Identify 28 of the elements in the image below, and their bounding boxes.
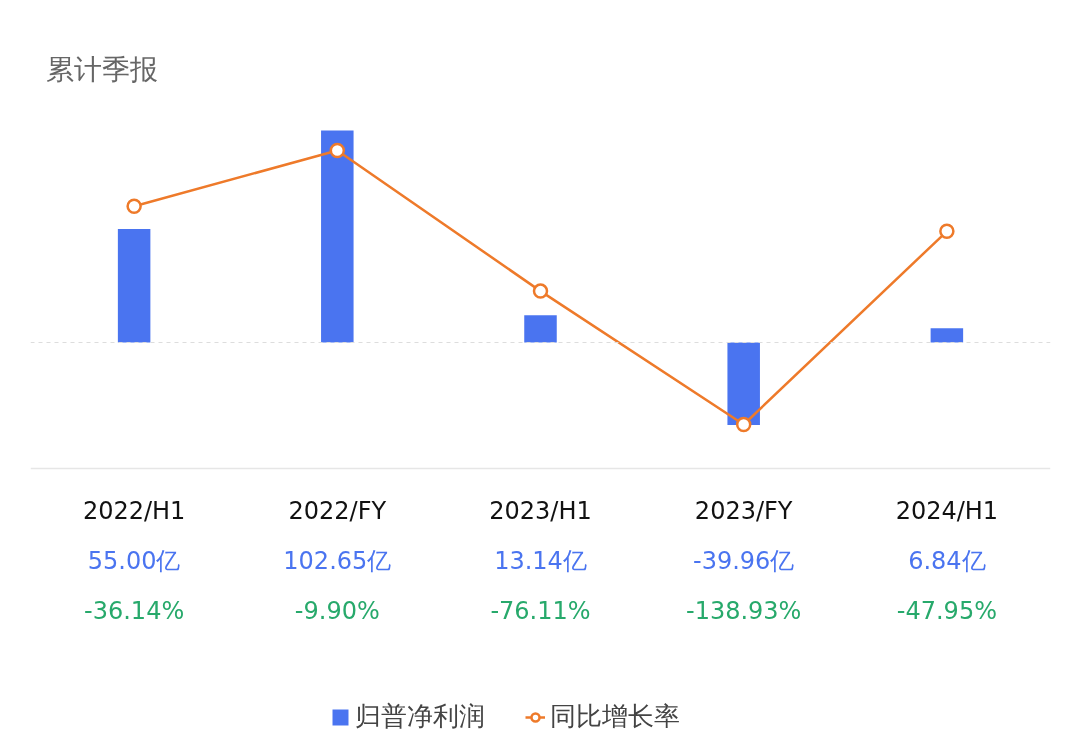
data-label: -36.14% xyxy=(84,596,185,625)
data-label: -9.90% xyxy=(294,596,380,625)
point xyxy=(126,198,142,214)
data-label: -39.96亿 xyxy=(693,546,795,575)
point xyxy=(532,283,549,299)
data-label: 13.14亿 xyxy=(494,546,587,575)
legend-label: 同比增长率 xyxy=(550,700,680,733)
point xyxy=(939,223,955,240)
data-label: 102.65亿 xyxy=(283,546,392,575)
chart-title: 累计季报 xyxy=(45,52,158,86)
point xyxy=(329,142,346,159)
bar xyxy=(727,342,760,426)
data-label: -47.95% xyxy=(896,596,997,625)
x-tick-label: 2023/H1 xyxy=(489,496,592,525)
data-label: -76.11% xyxy=(490,596,591,625)
data-label: 6.84亿 xyxy=(908,546,986,575)
bar xyxy=(930,328,964,343)
bar xyxy=(321,130,354,343)
data-label: 55.00亿 xyxy=(87,546,181,575)
bar xyxy=(117,228,151,343)
point xyxy=(735,416,752,433)
x-tick-label: 2022/H1 xyxy=(82,496,186,525)
bar xyxy=(524,315,557,343)
data-label: -138.93% xyxy=(685,596,802,625)
x-tick-label: 2022/FY xyxy=(288,496,387,525)
x-tick-label: 2024/H1 xyxy=(895,496,999,525)
legend-label: 归普净利润 xyxy=(355,700,485,733)
x-tick-label: 2023/FY xyxy=(694,496,793,525)
